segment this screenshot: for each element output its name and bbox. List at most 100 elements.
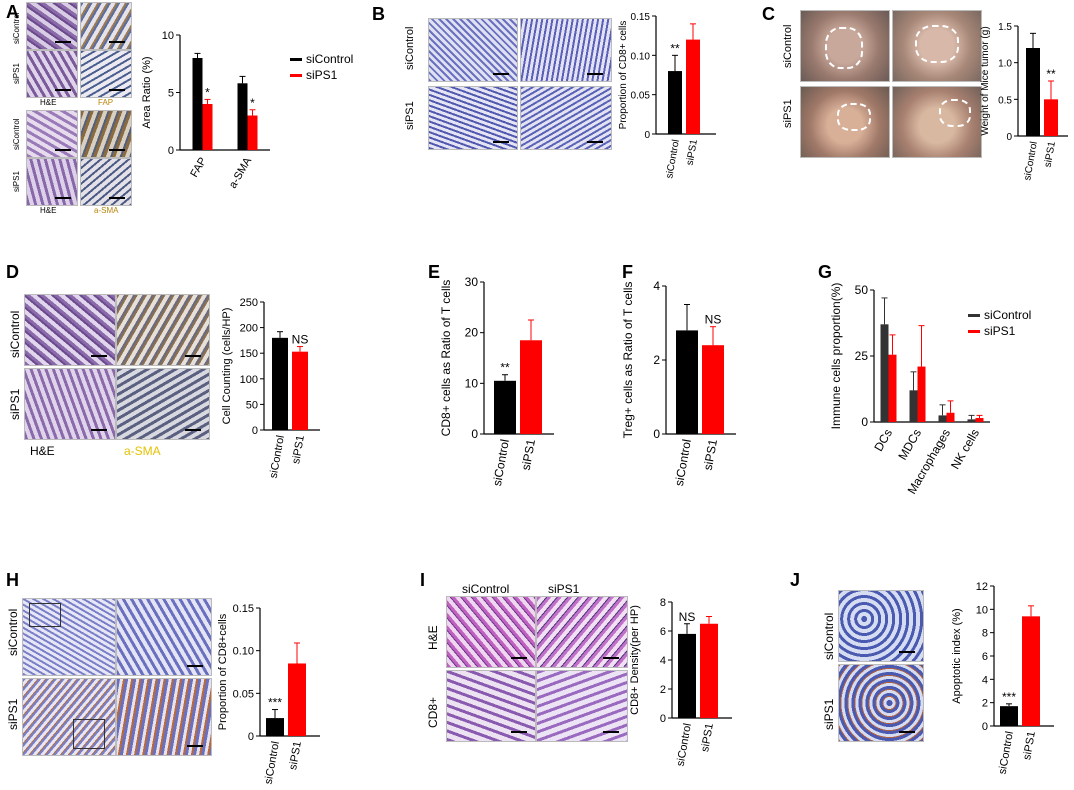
row-label-i-1: H&E xyxy=(426,625,440,650)
micrograph-a-fap-2 xyxy=(80,50,132,98)
bar-siPS1 xyxy=(700,623,718,718)
micrograph-i-cd8-2 xyxy=(536,670,628,742)
y-axis-label: Weight of Mice tumor (g) xyxy=(980,26,991,135)
micrograph-b-2 xyxy=(520,18,612,82)
legend-label: siPS1 xyxy=(306,68,338,82)
micrograph-d-he-2 xyxy=(24,368,116,440)
y-tick-label: 0.15 xyxy=(233,603,254,615)
y-tick-label: 250 xyxy=(240,297,258,309)
micrograph-a-asma-1 xyxy=(80,110,132,158)
micrograph-d-he-1 xyxy=(24,294,116,366)
micrograph-a-he-2 xyxy=(26,50,78,98)
y-tick-label: 10 xyxy=(976,604,988,616)
chart-e-cd8-ratio: 0 10 20 30 CD8+ cells as Ratio of T cells ** s… xyxy=(439,275,554,487)
y-axis-label: Proportion of CD8+ cells xyxy=(618,21,629,130)
micrograph-b-3 xyxy=(428,86,518,150)
x-tick-label: siControl xyxy=(664,139,682,180)
bar-siControl-DCs xyxy=(880,324,889,422)
panel-letter-c: C xyxy=(762,4,775,24)
micrograph-j-2 xyxy=(838,664,924,742)
y-tick-label: 0 xyxy=(861,415,868,429)
y-tick-label: 0.05 xyxy=(233,688,254,700)
chart-i-cd8-density: 0 2 4 6 8 CD8+ Density(per HP) NS siControl siPS… xyxy=(629,597,732,767)
y-axis-label: CD8+ Density(per HP) xyxy=(629,605,641,715)
y-axis-label: Proportion of CD8+cells xyxy=(217,613,229,730)
y-tick-label: 0.15 xyxy=(631,12,651,23)
y-tick-label: 0 xyxy=(1006,132,1012,143)
x-tick-label: siControl xyxy=(997,730,1016,775)
y-tick-label: 6 xyxy=(982,651,988,663)
bar-siPS1-DCs xyxy=(888,354,897,422)
label-a-he-2: H&E xyxy=(40,206,57,215)
bar-siControl xyxy=(668,71,682,134)
bar-siControl-NK cells xyxy=(967,419,976,422)
bar-siControl-Macrophages xyxy=(938,415,947,422)
significance-mark: ** xyxy=(670,41,680,55)
y-axis-label: Treg+ cells as Ratio of T cells xyxy=(621,282,635,439)
y-axis-label: Apoptotic index (%) xyxy=(951,608,963,703)
x-tick-label: siControl xyxy=(672,438,694,487)
x-tick-label: NK cells xyxy=(948,427,982,472)
row-label-c-1: siControl xyxy=(782,24,794,68)
x-tick-label: siPS1 xyxy=(1043,140,1058,168)
y-tick-label: 25 xyxy=(855,349,869,363)
significance-mark: * xyxy=(250,96,255,110)
micrograph-i-cd8-1 xyxy=(446,670,536,742)
row-label-j-2: siPS1 xyxy=(822,698,836,730)
micrograph-h-1 xyxy=(22,598,116,676)
y-tick-label: 0 xyxy=(248,731,254,743)
row-label-h-1: siControl xyxy=(6,608,20,656)
y-tick-label: 50 xyxy=(246,399,258,411)
bar-siControl xyxy=(1026,48,1040,136)
panel-letter-j: J xyxy=(790,570,801,590)
micrograph-a-asma-2 xyxy=(80,158,132,206)
bar-siControl-FAP xyxy=(192,58,203,150)
micrograph-h-4 xyxy=(116,678,212,756)
row-label-j-1: siControl xyxy=(822,612,836,660)
y-tick-label: 200 xyxy=(240,323,258,335)
bar-siPS1-FAP xyxy=(202,104,213,150)
micrograph-a-fap-1 xyxy=(80,2,132,50)
row-label-b-1: siControl xyxy=(404,26,416,70)
x-tick-label: siControl xyxy=(263,740,282,785)
label-d-he: H&E xyxy=(30,444,55,458)
y-tick-label: 2 xyxy=(982,698,988,710)
chart-h-cd8-proportion: 0 0.05 0.10 0.15 Proportion of CD8+cells *** s… xyxy=(217,603,320,785)
x-tick-label: siPS1 xyxy=(287,740,304,770)
y-tick-label: 0 xyxy=(644,130,650,141)
bar-siControl xyxy=(266,718,284,736)
legend-swatch xyxy=(968,330,980,333)
chart-f-treg-ratio: 0 2 4 Treg+ cells as Ratio of T cells siCont… xyxy=(621,279,736,487)
significance-mark: *** xyxy=(1002,690,1016,704)
legend-label: siControl xyxy=(984,308,1031,322)
row-label-d-2: siPS1 xyxy=(8,388,22,420)
significance-mark: *** xyxy=(268,696,282,710)
panel-letter-e: E xyxy=(428,262,441,282)
bar-siPS1 xyxy=(288,663,306,736)
bar-siPS1-NK cells xyxy=(975,418,984,422)
y-tick-label: 150 xyxy=(240,348,258,360)
y-tick-label: 0 xyxy=(982,721,988,733)
row-label-a-3: siControl xyxy=(12,118,21,150)
legend-swatch xyxy=(290,74,302,77)
x-tick-label: a-SMA xyxy=(227,155,255,191)
row-label-b-2: siPS1 xyxy=(404,101,416,130)
x-tick-label: siPS1 xyxy=(519,438,538,472)
y-tick-label: 0 xyxy=(653,427,660,441)
bar-siPS1 xyxy=(702,345,724,434)
row-label-a-4: siPS1 xyxy=(12,171,21,192)
y-tick-label: 8 xyxy=(982,628,988,640)
photo-c-1 xyxy=(800,10,890,82)
y-tick-label: 4 xyxy=(653,279,660,293)
label-d-asma: a-SMA xyxy=(124,444,161,458)
panel-letter-a: A xyxy=(6,2,19,22)
micrograph-a-he-4 xyxy=(26,158,78,206)
y-tick-label: 8 xyxy=(660,597,666,609)
y-axis-label: Area Ratio (%) xyxy=(141,56,153,128)
significance-mark: NS xyxy=(705,313,722,327)
row-label-a-1: siControl xyxy=(12,12,21,44)
micrograph-a-he-3 xyxy=(26,110,78,158)
y-tick-label: 0.05 xyxy=(631,91,651,102)
significance-mark: NS xyxy=(292,333,309,347)
bar-siPS1-a-SMA xyxy=(247,115,258,150)
